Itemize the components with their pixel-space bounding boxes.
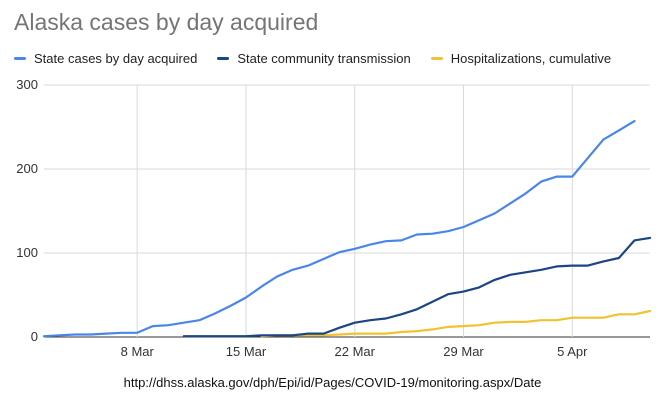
y-tick-label-100: 100 (16, 245, 38, 260)
legend-item-state-cases: State cases by day acquired (14, 51, 197, 66)
y-tick-label-300: 300 (16, 77, 38, 92)
y-tick-label-200: 200 (16, 161, 38, 176)
x-tick-label-1: 15 Mar (226, 344, 267, 359)
legend-item-hospitalizations: Hospitalizations, cumulative (430, 50, 612, 66)
chart-title: Alaska cases by day acquired (14, 9, 319, 35)
x-tick-label-0: 8 Mar (121, 344, 155, 359)
x-tick-label-2: 22 Mar (335, 344, 376, 359)
series-line-0 (42, 119, 636, 338)
x-tick-label-4: 5 Apr (557, 344, 588, 359)
x-tick-label-3: 29 Mar (443, 344, 484, 359)
y-tick-label-0: 0 (31, 329, 38, 344)
chart-legend: State cases by day acquired State commun… (14, 48, 631, 68)
legend-item-community-transmission: State community transmission (217, 50, 411, 66)
legend-swatch-hospitalizations (430, 56, 443, 60)
series-line-1 (182, 236, 652, 338)
legend-label-hospitalizations: Hospitalizations, cumulative (450, 50, 612, 66)
legend-swatch-community-transmission (217, 56, 230, 60)
series-line-2 (260, 309, 652, 338)
legend-label-state-cases: State cases by day acquired (34, 50, 198, 66)
source-url: http://dhss.alaska.gov/dph/Epi/id/Pages/… (123, 375, 542, 390)
legend-label-community-transmission: State community transmission (237, 50, 411, 66)
legend-swatch-state-cases (14, 56, 26, 60)
